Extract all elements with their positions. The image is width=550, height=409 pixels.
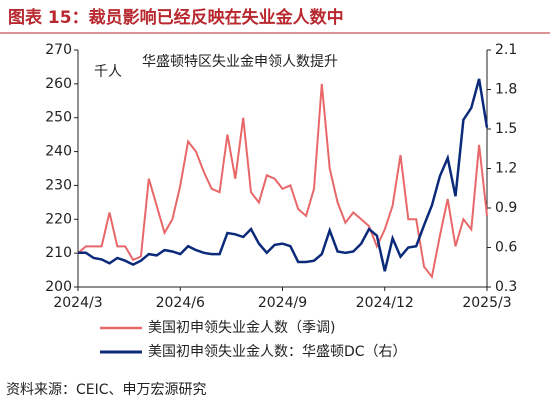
x-tick-label: 2024/6 <box>156 295 205 311</box>
legend-label: 美国初申领失业金人数（季调) <box>148 319 335 336</box>
y2-tick-label: 0.3 <box>495 279 517 295</box>
annotation: 华盛顿特区失业金申领人数提升 <box>142 54 338 70</box>
y-tick-label: 200 <box>45 279 72 295</box>
y2-tick-label: 0.9 <box>495 200 517 216</box>
y2-tick-label: 0.6 <box>495 240 517 256</box>
legend-label: 美国初申领失业金人数：华盛顿DC（右） <box>148 343 407 360</box>
x-tick-label: 2024/3 <box>53 295 102 311</box>
source: 资料来源：CEIC、申万宏源研究 <box>6 382 207 398</box>
y-tick-label: 210 <box>45 245 72 261</box>
y-tick-label: 240 <box>45 144 72 160</box>
y-tick-label: 250 <box>45 110 72 126</box>
y-axis-label: 千人 <box>94 64 122 80</box>
y2-tick-label: 1.5 <box>495 121 517 137</box>
y-tick-label: 260 <box>45 76 72 92</box>
y2-tick-label: 2.1 <box>495 42 517 58</box>
y2-tick-label: 1.2 <box>495 161 517 177</box>
series-line <box>77 83 488 280</box>
x-tick-label: 2024/12 <box>356 295 414 311</box>
y-tick-label: 230 <box>45 177 72 193</box>
y-tick-label: 220 <box>45 211 72 227</box>
chart-title: 图表 15：裁员影响已经反映在失业金人数中 <box>8 7 344 28</box>
y-tick-label: 270 <box>45 42 72 58</box>
series-line <box>78 78 489 272</box>
x-tick-label: 2024/9 <box>258 295 307 311</box>
x-tick-label: 2025/3 <box>462 295 511 311</box>
y2-tick-label: 1.8 <box>495 82 517 98</box>
